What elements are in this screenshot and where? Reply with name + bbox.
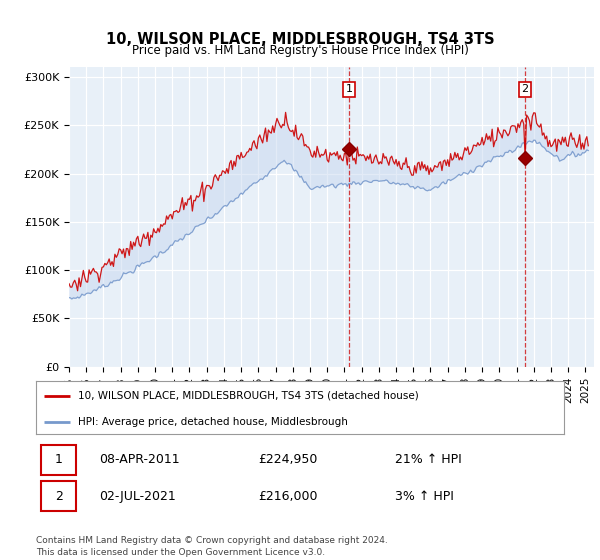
Text: £224,950: £224,950: [258, 453, 317, 466]
FancyBboxPatch shape: [41, 481, 76, 511]
Text: £216,000: £216,000: [258, 489, 317, 503]
Text: 02-JUL-2021: 02-JUL-2021: [100, 489, 176, 503]
Text: 10, WILSON PLACE, MIDDLESBROUGH, TS4 3TS (detached house): 10, WILSON PLACE, MIDDLESBROUGH, TS4 3TS…: [78, 391, 419, 401]
Text: 08-APR-2011: 08-APR-2011: [100, 453, 180, 466]
Text: 1: 1: [55, 453, 62, 466]
Text: 21% ↑ HPI: 21% ↑ HPI: [395, 453, 462, 466]
Text: HPI: Average price, detached house, Middlesbrough: HPI: Average price, detached house, Midd…: [78, 417, 348, 427]
Text: 3% ↑ HPI: 3% ↑ HPI: [395, 489, 454, 503]
Text: Contains HM Land Registry data © Crown copyright and database right 2024.
This d: Contains HM Land Registry data © Crown c…: [36, 536, 388, 557]
Text: 2: 2: [55, 489, 62, 503]
Text: 1: 1: [346, 85, 353, 95]
Text: 2: 2: [521, 85, 529, 95]
FancyBboxPatch shape: [41, 445, 76, 475]
Text: 10, WILSON PLACE, MIDDLESBROUGH, TS4 3TS: 10, WILSON PLACE, MIDDLESBROUGH, TS4 3TS: [106, 32, 494, 46]
Text: Price paid vs. HM Land Registry's House Price Index (HPI): Price paid vs. HM Land Registry's House …: [131, 44, 469, 57]
